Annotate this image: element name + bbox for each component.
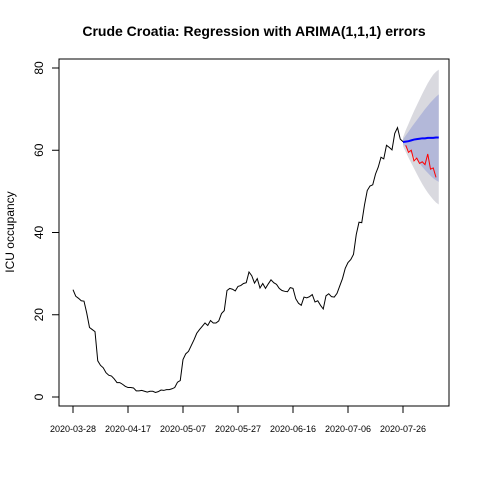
x-tick-label: 2020-05-07: [160, 424, 206, 434]
x-tick-label: 2020-06-16: [270, 424, 316, 434]
x-tick-label: 2020-05-27: [215, 424, 261, 434]
forecast-mean-line: [402, 136, 439, 144]
x-axis: 2020-03-28 2020-04-17 2020-05-07 2020-05-27…: [50, 405, 426, 434]
x-tick-label: 2020-04-17: [105, 424, 151, 434]
x-tick-label: 2020-03-28: [50, 424, 96, 434]
chart-title: Crude Croatia: Regression with ARIMA(1,1…: [82, 23, 426, 39]
x-tick-label: 2020-07-06: [325, 424, 371, 434]
y-tick-label: 60: [32, 143, 46, 157]
y-axis-label: ICU occupancy: [3, 191, 17, 272]
test-series-line: [405, 145, 437, 178]
y-tick-label: 80: [32, 61, 46, 75]
y-tick-label: 40: [32, 226, 46, 240]
observed-series-line: [72, 126, 406, 394]
y-axis: 0 20 40 60 80: [32, 61, 59, 400]
plot-frame: [58, 58, 450, 407]
series-layer: [72, 126, 437, 394]
x-tick-label: 2020-07-26: [380, 424, 426, 434]
y-tick-label: 20: [32, 308, 46, 322]
forecast-mean-layer: [402, 136, 439, 144]
y-tick-label: 0: [32, 393, 46, 400]
